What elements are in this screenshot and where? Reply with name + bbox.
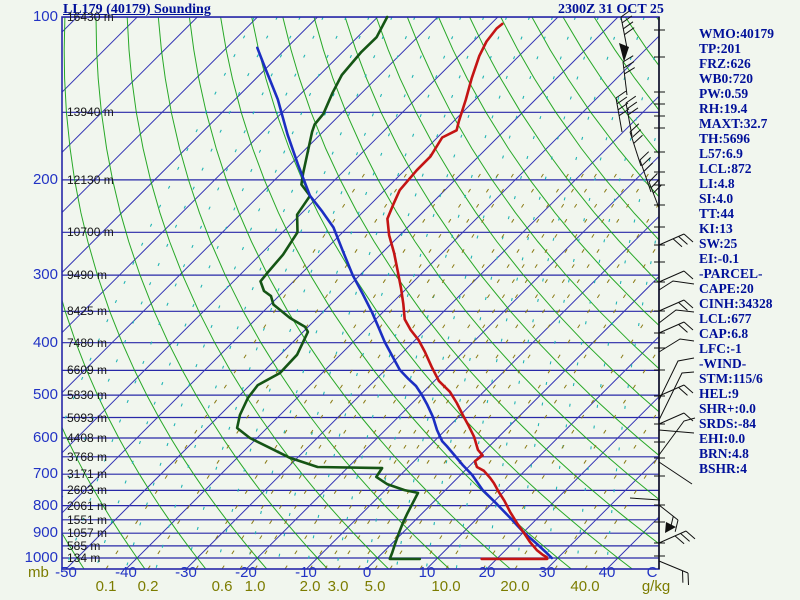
stat-line: TH:5696 (699, 131, 751, 146)
stat-line: PW:0.59 (699, 86, 749, 101)
mixing-ratio-label: 3.0 (327, 578, 349, 595)
stat-line: -PARCEL- (699, 266, 763, 281)
altitude-label: 3768 m (67, 450, 108, 464)
stat-line: SHR+:0.0 (699, 401, 756, 416)
altitude-label: 8425 m (67, 304, 108, 318)
stat-line: WB0:720 (699, 71, 753, 86)
pressure-tick-label: 700 (32, 465, 58, 482)
altitude-label: 16430 m (67, 10, 114, 24)
mixing-ratio-label: 0.2 (137, 578, 159, 595)
stat-line: LI:4.8 (699, 176, 735, 191)
altitude-label: 5093 m (67, 411, 108, 425)
stat-line: STM:115/6 (699, 371, 763, 386)
pressure-tick-label: 500 (32, 386, 58, 403)
stat-line: HEL:9 (699, 386, 739, 401)
stat-line: WMO:40179 (699, 26, 774, 41)
altitude-label: 134 m (67, 551, 101, 565)
altitude-label: 10700 m (67, 225, 114, 239)
temperature-tick-label: -40 (115, 564, 137, 581)
temperature-tick-label: 20 (478, 564, 496, 581)
altitude-label: 1551 m (67, 513, 108, 527)
altitude-label: 1057 m (67, 526, 108, 540)
altitude-label: 5830 m (67, 388, 108, 402)
stat-line: SRDS:-84 (699, 416, 757, 431)
altitude-label: 3171 m (67, 467, 108, 481)
pressure-tick-label: 200 (32, 171, 58, 188)
stat-line: LCL:677 (699, 311, 752, 326)
stat-line: TT:44 (699, 206, 735, 221)
stat-line: -WIND- (699, 356, 747, 371)
mixing-ratio-label: 1.0 (244, 578, 266, 595)
temperature-tick-label: -10 (295, 564, 317, 581)
temperature-tick-label: 30 (538, 564, 556, 581)
pressure-tick-label: 400 (32, 334, 58, 351)
temperature-tick-label: -20 (235, 564, 257, 581)
trace-dewpoint (235, 15, 422, 561)
altitude-label: 4408 m (67, 431, 108, 445)
stat-line: BSHR:4 (699, 461, 748, 476)
stat-line: TP:201 (699, 41, 741, 56)
altitude-label: 12130 m (67, 173, 114, 187)
temperature-tick-label: -50 (55, 564, 77, 581)
altitude-label: 9490 m (67, 268, 108, 282)
altitude-label: 7480 m (67, 336, 108, 350)
stat-line: CAPE:20 (699, 281, 754, 296)
temperature-unit-label: C (646, 564, 658, 581)
pressure-unit-label: mb (28, 564, 49, 581)
temperature-tick-label: 40 (598, 564, 616, 581)
altitude-label: 585 m (67, 539, 101, 553)
altitude-label: 13940 m (67, 105, 114, 119)
mixing-ratio-label: 0.1 (95, 578, 117, 595)
temperature-tick-label: 0 (362, 564, 372, 581)
stat-line: CAP:6.8 (699, 326, 749, 341)
stat-line: LFC:-1 (699, 341, 742, 356)
mixing-ratio-label: 40.0 (570, 578, 600, 595)
stat-line: LCL:872 (699, 161, 752, 176)
pressure-tick-label: 600 (32, 429, 58, 446)
mixing-ratio-unit-label: g/kg (641, 578, 671, 595)
stat-line: FRZ:626 (699, 56, 751, 71)
stat-line: BRN:4.8 (699, 446, 749, 461)
temperature-tick-label: -30 (175, 564, 197, 581)
altitude-label: 6609 m (67, 363, 108, 377)
stat-line: CINH:34328 (699, 296, 773, 311)
stat-line: RH:19.4 (699, 101, 748, 116)
altitude-label: 2061 m (67, 499, 108, 513)
temperature-tick-label: 10 (418, 564, 436, 581)
pressure-tick-label: 900 (32, 524, 58, 541)
pressure-tick-label: 100 (32, 8, 58, 25)
altitude-label: 2603 m (67, 483, 108, 497)
trace-temperature (386, 22, 549, 561)
page-title: LL179 (40179) Sounding (63, 2, 211, 17)
mixing-ratio-label: 2.0 (299, 578, 321, 595)
stat-line: SI:4.0 (699, 191, 734, 206)
mixing-ratio-label: 0.6 (211, 578, 233, 595)
pressure-tick-label: 1000 (24, 549, 58, 566)
stat-line: L57:6.9 (699, 146, 743, 161)
stat-line: MAXT:32.7 (699, 116, 768, 131)
mixing-ratio-label: 5.0 (364, 578, 386, 595)
pressure-tick-label: 800 (32, 497, 58, 514)
stat-line: EI:-0.1 (699, 251, 740, 266)
stat-line: KI:13 (699, 221, 733, 236)
stat-line: EHI:0.0 (699, 431, 746, 446)
stat-line: SW:25 (699, 236, 738, 251)
mixing-ratio-label: 10.0 (431, 578, 461, 595)
trace-wetbulb (255, 46, 554, 560)
pressure-tick-label: 300 (32, 266, 58, 283)
sounding-datetime: 2300Z 31 OCT 25 (558, 2, 664, 17)
mixing-ratio-label: 20.0 (500, 578, 530, 595)
